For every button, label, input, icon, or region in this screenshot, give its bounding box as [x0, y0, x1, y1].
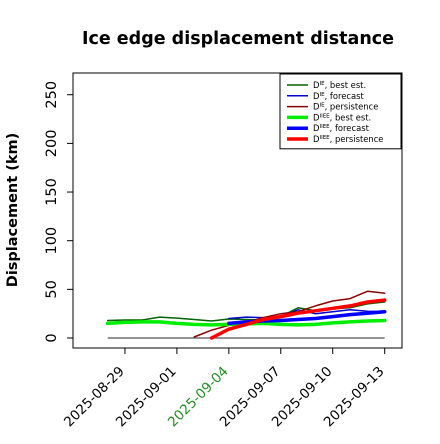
legend-entry-d-ie-forecast: DIE, forecast: [313, 91, 364, 101]
legend-entry-d-iiee-best-est: DIIEE, best est.: [313, 112, 371, 122]
legend-entry-d-ie-persistence: DIE, persistence: [313, 102, 378, 112]
y-tick-label: 100: [44, 227, 60, 255]
y-tick-label: 150: [44, 178, 60, 206]
legend-entry-d-iiee-persistence: DIIEE, persistence: [313, 134, 383, 144]
legend-entry-d-ie-best-est: DIE, best est.: [313, 80, 366, 90]
y-tick-label: 0: [44, 333, 60, 342]
y-tick-label: 200: [44, 130, 60, 158]
y-axis-label: Displacement (km): [5, 133, 21, 287]
y-tick-label: 50: [44, 280, 60, 298]
chart-title: Ice edge displacement distance: [82, 29, 394, 49]
legend-box: [279, 73, 402, 150]
series-group: [105, 290, 387, 340]
y-tick-label: 250: [44, 81, 60, 109]
y-axis: 0 50 100 150 200 250: [44, 81, 74, 343]
legend-entry-d-iiee-forecast: DIIEE, forecast: [313, 123, 370, 133]
series-line-d-iiee-persistence: [209, 298, 387, 340]
